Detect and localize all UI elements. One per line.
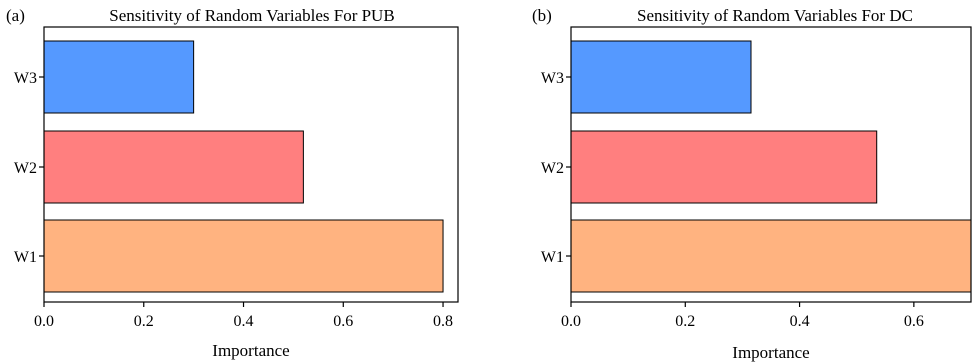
chart-title: Sensitivity of Random Variables For DC xyxy=(637,6,913,25)
chart-title: Sensitivity of Random Variables For PUB xyxy=(109,6,394,25)
bar-w1 xyxy=(43,219,444,293)
plot-frame xyxy=(43,26,459,303)
chart-panel-b: (b) Sensitivity of Random Variables For D… xyxy=(532,6,972,362)
x-tick-label: 0.2 xyxy=(134,313,154,330)
bar-w2 xyxy=(570,130,878,204)
x-tick-label: 0.0 xyxy=(34,313,54,330)
x-axis-label: Importance xyxy=(212,341,289,360)
x-axis-label: Importance xyxy=(732,343,809,362)
chart-panel-a: (a) Sensitivity of Random Variables For P… xyxy=(6,6,459,360)
x-tick-label: 0.8 xyxy=(433,313,453,330)
bar-w1 xyxy=(570,219,972,293)
x-tick-label: 0.4 xyxy=(790,313,810,330)
y-tick-label: W1 xyxy=(14,249,37,266)
bar-w2 xyxy=(43,130,304,204)
x-tick-label: 0.0 xyxy=(561,313,581,330)
y-tick-label: W2 xyxy=(541,160,564,177)
y-tick-label: W1 xyxy=(541,249,564,266)
x-tick-label: 0.6 xyxy=(333,313,353,330)
panel-label: (a) xyxy=(6,6,25,25)
y-tick-label: W3 xyxy=(541,70,564,87)
x-tick-label: 0.6 xyxy=(904,313,924,330)
bar-w3 xyxy=(43,40,195,114)
x-tick-label: 0.2 xyxy=(675,313,695,330)
bar-w3 xyxy=(570,40,752,114)
plot-frame xyxy=(570,26,972,303)
x-tick-label: 0.4 xyxy=(234,313,254,330)
panel-label: (b) xyxy=(532,6,552,25)
y-tick-label: W3 xyxy=(14,70,37,87)
y-tick-label: W2 xyxy=(14,160,37,177)
